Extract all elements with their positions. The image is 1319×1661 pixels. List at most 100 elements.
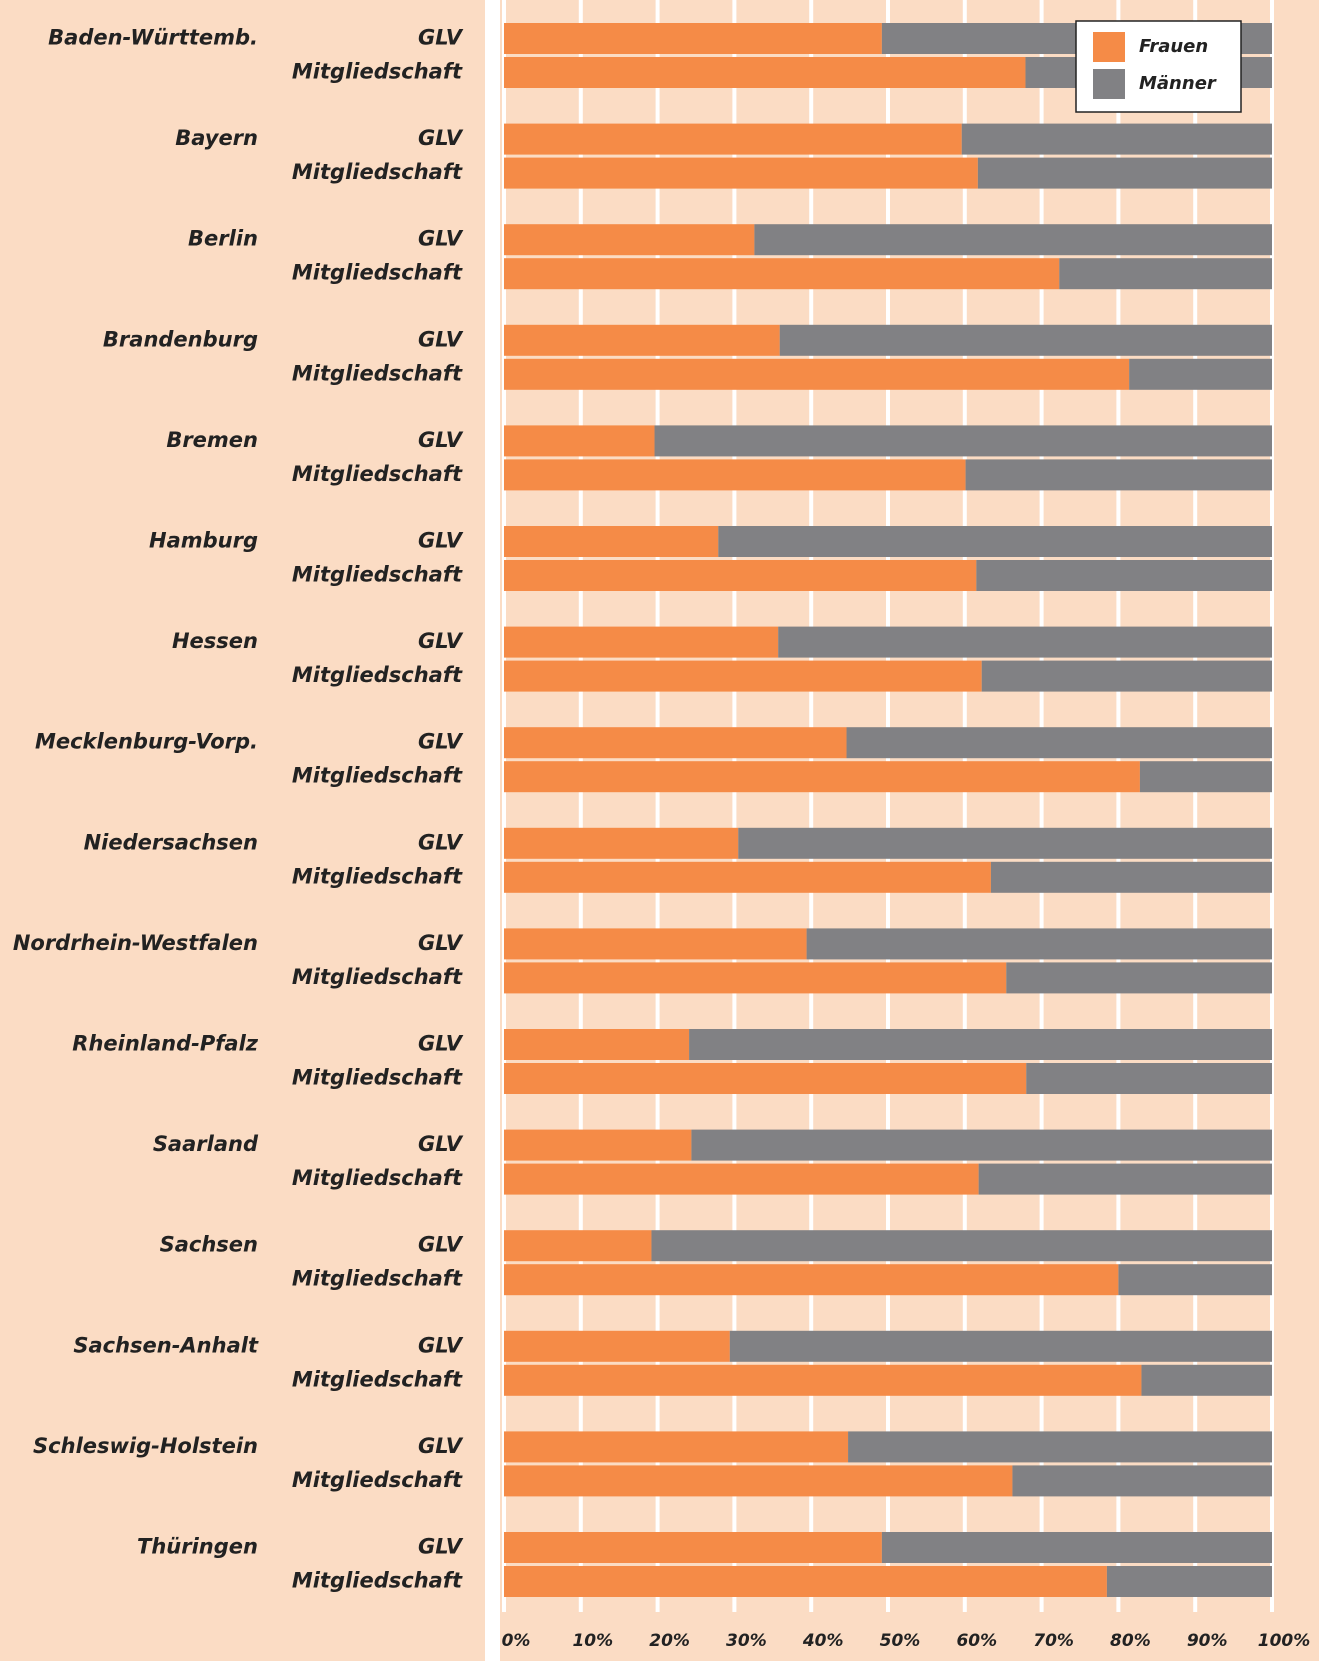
bar-segment [504,962,1007,994]
bar-segment [504,459,966,491]
y-tick-label: Mitgliedschaft [292,1468,463,1492]
bar-segment [504,425,655,457]
bar-segment [1139,761,1272,793]
y-tick-label: GLV [418,1132,464,1156]
bar-segment [981,660,1272,692]
bar-segment [689,1029,1272,1060]
bar-segment [729,1330,1272,1362]
bar-segment [1059,258,1272,290]
bar-segment [504,1431,849,1463]
y-tick-label: Mitgliedschaft [292,864,463,888]
y-tick-label: GLV [418,1535,464,1559]
x-tick-label: 30% [726,1631,767,1651]
bar-segment [504,57,1026,88]
group-label: Niedersachsen [84,830,258,854]
bar-segment [504,1029,690,1060]
y-tick-label: Mitgliedschaft [292,1066,463,1090]
bar-segment [504,1129,692,1161]
bar-segment [990,861,1272,893]
group-label: Saarland [153,1132,259,1156]
group-label: Sachsen-Anhalt [73,1333,259,1357]
y-tick-label: Mitgliedschaft [292,60,463,84]
bar-segment [978,1163,1272,1195]
bar-segment [504,660,982,692]
label-panel [0,0,485,1661]
y-tick-label: GLV [418,931,464,955]
x-tick-label: 50% [880,1631,921,1651]
y-tick-label: Mitgliedschaft [292,1569,463,1593]
bar-segment [504,761,1140,793]
group-label: Bremen [166,428,258,452]
y-tick-label: Mitgliedschaft [292,1367,463,1391]
y-tick-label: Mitgliedschaft [292,764,463,788]
bar-segment [504,1364,1142,1396]
group-label: Rheinland-Pfalz [72,1032,258,1056]
bar-segment [738,827,1272,859]
y-tick-label: GLV [418,1434,464,1458]
bar-segment [504,1532,882,1563]
bar-segment [806,928,1272,960]
group-label: Hamburg [149,529,258,553]
y-tick-label: Mitgliedschaft [292,1267,463,1291]
y-tick-label: Mitgliedschaft [292,462,463,486]
legend-swatch [1093,69,1125,99]
bar-segment [504,1330,730,1362]
group-label: Brandenburg [103,327,258,351]
y-tick-label: GLV [418,227,464,251]
bar-segment [504,1230,652,1262]
group-label: Sachsen [160,1233,258,1257]
x-tick-label: 40% [802,1631,844,1651]
bar-segment [754,224,1272,256]
bar-segment [504,1465,1013,1497]
x-tick-label: 0% [502,1631,531,1651]
bar-segment [504,861,991,893]
y-tick-label: GLV [418,1032,464,1056]
bar-segment [504,224,755,256]
y-tick-label: GLV [418,629,464,653]
bar-segment [504,626,779,658]
legend-label: Frauen [1139,36,1208,57]
y-tick-label: GLV [418,126,464,150]
x-tick-label: 100% [1258,1631,1311,1651]
y-tick-label: Mitgliedschaft [292,160,463,184]
bar-segment [718,526,1272,557]
x-tick-label: 90% [1187,1631,1228,1651]
y-tick-label: Mitgliedschaft [292,361,463,385]
bar-segment [504,526,719,557]
bar-segment [881,1532,1272,1563]
bar-segment [1141,1364,1272,1396]
y-tick-label: Mitgliedschaft [292,1166,463,1190]
bar-segment [504,1566,1107,1597]
legend-swatch [1093,32,1125,62]
bar-segment [504,358,1130,390]
bar-segment [976,560,1272,591]
bar-segment [504,157,978,189]
bar-segment [651,1230,1272,1262]
y-tick-label: GLV [418,730,464,754]
bar-segment [961,123,1272,155]
bar-segment [779,324,1272,356]
legend-label: Männer [1139,73,1217,94]
bar-segment [504,1264,1119,1296]
y-tick-label: GLV [418,529,464,553]
x-tick-label: 60% [956,1631,997,1651]
bar-segment [504,928,807,960]
x-tick-label: 20% [649,1631,690,1651]
y-tick-label: Mitgliedschaft [292,563,463,587]
group-label: Nordrhein-Westfalen [13,931,258,955]
bar-segment [846,727,1272,759]
y-tick-label: GLV [418,428,464,452]
bar-segment [504,1163,979,1195]
y-tick-label: GLV [418,26,464,50]
group-label: Hessen [172,629,258,653]
bar-segment [504,827,739,859]
bar-segment [504,560,977,591]
bar-segment [504,1063,1027,1094]
bar-segment [848,1431,1272,1463]
group-label: Baden-Württemb. [48,26,258,50]
group-label: Berlin [188,227,258,251]
bar-segment [1129,358,1272,390]
bar-segment [977,157,1272,189]
bar-segment [1026,1063,1272,1094]
